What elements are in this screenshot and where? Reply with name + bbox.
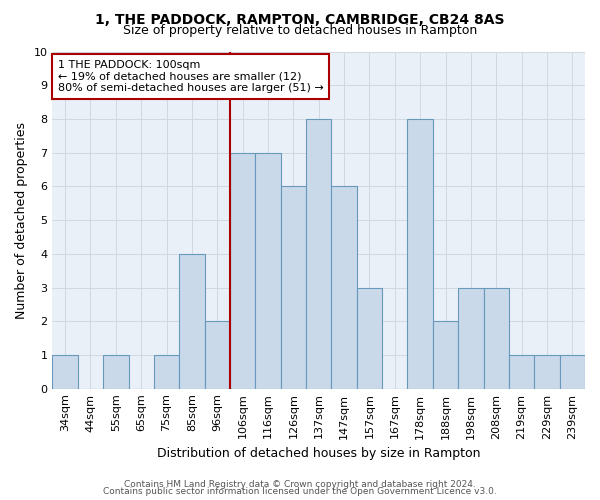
Bar — [433, 321, 458, 388]
Bar — [534, 355, 560, 388]
Bar — [281, 186, 306, 388]
Bar — [484, 288, 509, 388]
Bar — [52, 355, 78, 388]
Text: Size of property relative to detached houses in Rampton: Size of property relative to detached ho… — [123, 24, 477, 37]
Bar — [306, 119, 331, 388]
Bar — [331, 186, 357, 388]
Bar — [407, 119, 433, 388]
Bar — [205, 321, 230, 388]
Bar — [179, 254, 205, 388]
Bar — [230, 152, 256, 388]
Bar — [509, 355, 534, 388]
X-axis label: Distribution of detached houses by size in Rampton: Distribution of detached houses by size … — [157, 447, 481, 460]
Text: Contains HM Land Registry data © Crown copyright and database right 2024.: Contains HM Land Registry data © Crown c… — [124, 480, 476, 489]
Bar — [103, 355, 128, 388]
Bar — [256, 152, 281, 388]
Text: Contains public sector information licensed under the Open Government Licence v3: Contains public sector information licen… — [103, 488, 497, 496]
Text: 1, THE PADDOCK, RAMPTON, CAMBRIDGE, CB24 8AS: 1, THE PADDOCK, RAMPTON, CAMBRIDGE, CB24… — [95, 12, 505, 26]
Bar — [154, 355, 179, 388]
Text: 1 THE PADDOCK: 100sqm
← 19% of detached houses are smaller (12)
80% of semi-deta: 1 THE PADDOCK: 100sqm ← 19% of detached … — [58, 60, 323, 93]
Bar — [357, 288, 382, 388]
Bar — [560, 355, 585, 388]
Bar — [458, 288, 484, 388]
Y-axis label: Number of detached properties: Number of detached properties — [15, 122, 28, 318]
